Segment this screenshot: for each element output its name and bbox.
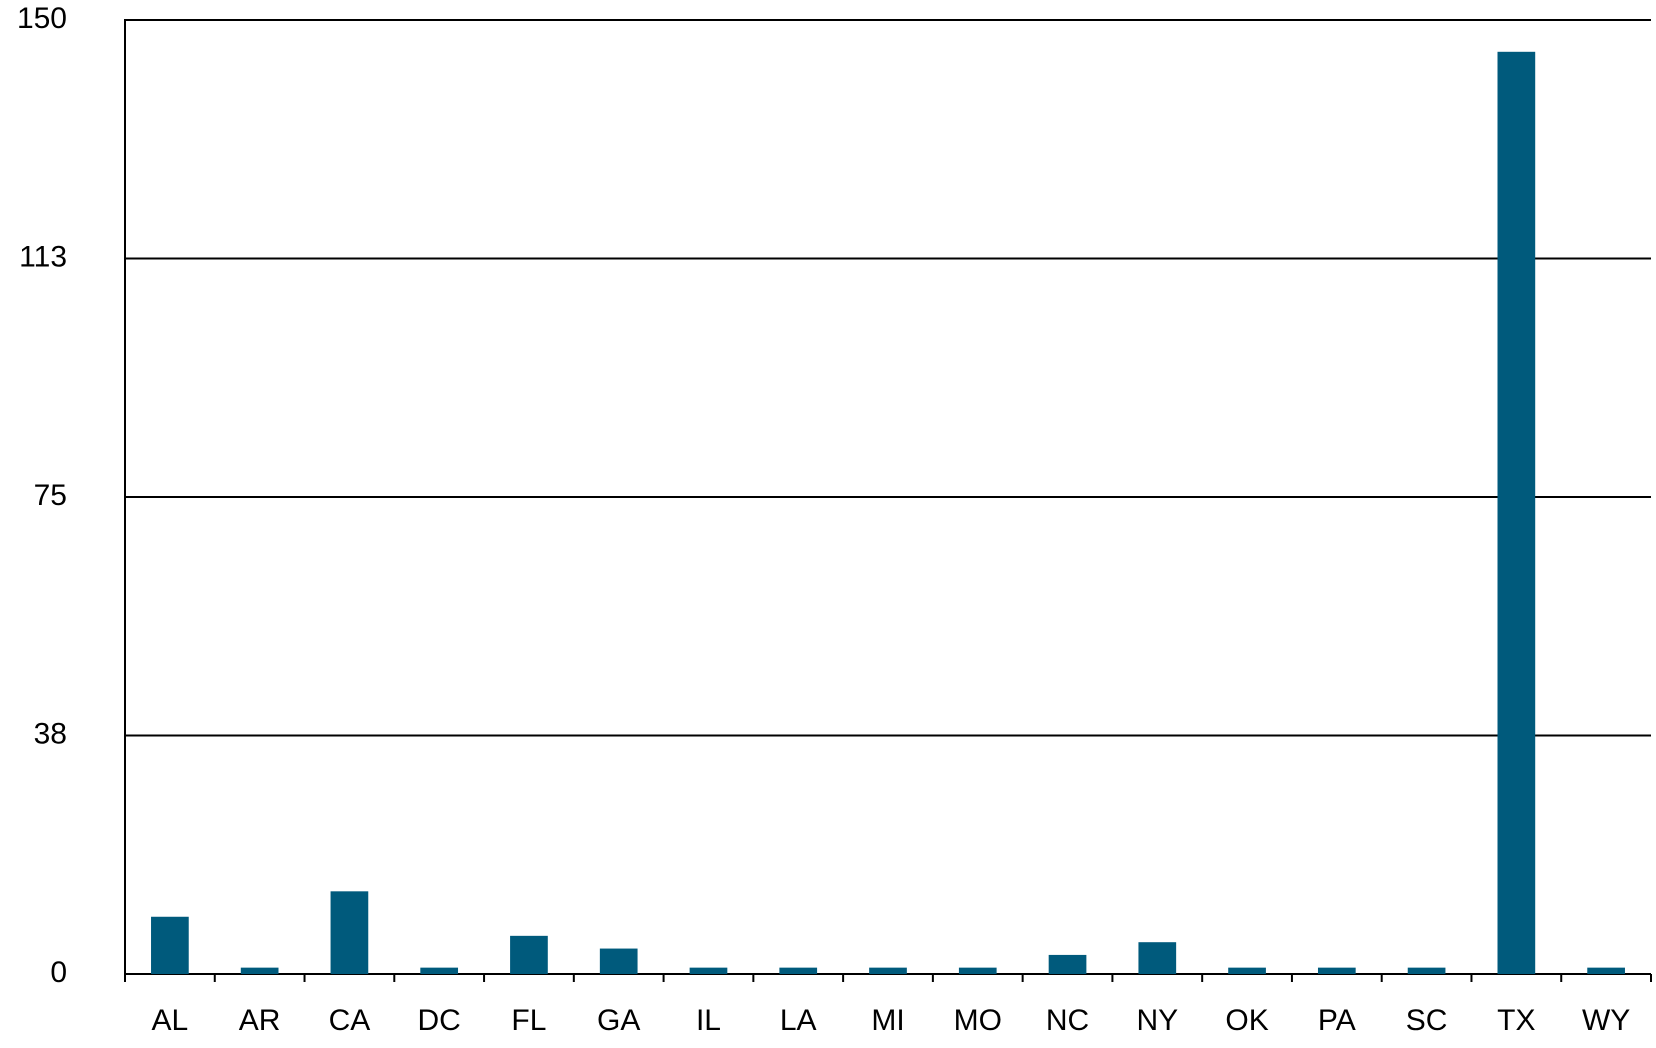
bar: [1407, 967, 1446, 974]
x-tick-label: GA: [597, 1004, 640, 1037]
x-tick-label: AL: [152, 1004, 189, 1037]
bar: [1587, 967, 1625, 974]
bar: [1048, 954, 1087, 974]
x-tick-label: IL: [696, 1004, 721, 1037]
bar: [689, 967, 728, 974]
x-tick-label: WY: [1582, 1004, 1630, 1037]
x-tick-label: LA: [780, 1004, 817, 1037]
x-tick-label: PA: [1318, 1004, 1356, 1037]
y-tick-label: 150: [17, 2, 67, 35]
bar: [1497, 51, 1536, 975]
bar: [1317, 967, 1356, 974]
bar: [1138, 942, 1177, 974]
bar: [330, 891, 369, 974]
bar: [869, 967, 907, 974]
bar: [599, 948, 638, 974]
x-tick-label: MO: [954, 1004, 1002, 1037]
x-tick-label: CA: [329, 1004, 371, 1037]
x-tick-label: SC: [1406, 1004, 1448, 1037]
bar: [240, 967, 279, 974]
x-tick-label: NY: [1136, 1004, 1178, 1037]
x-tick-label: NC: [1046, 1004, 1089, 1037]
y-tick-label: 113: [19, 240, 67, 273]
x-tick-label: OK: [1225, 1004, 1268, 1037]
y-tick-label: 38: [34, 717, 67, 750]
bar: [420, 967, 459, 974]
x-tick-label: FL: [511, 1004, 546, 1037]
bar: [958, 967, 997, 974]
bar: [1228, 967, 1266, 974]
x-tick-label: MI: [871, 1004, 904, 1037]
x-tick-label: AR: [239, 1004, 281, 1037]
bar: [151, 916, 189, 974]
x-tick-label: DC: [418, 1004, 461, 1037]
x-tick-label: TX: [1497, 1004, 1535, 1037]
bar: [510, 935, 548, 974]
y-tick-label: 75: [34, 479, 67, 512]
bar: [779, 967, 818, 974]
y-tick-label: 0: [50, 956, 67, 989]
